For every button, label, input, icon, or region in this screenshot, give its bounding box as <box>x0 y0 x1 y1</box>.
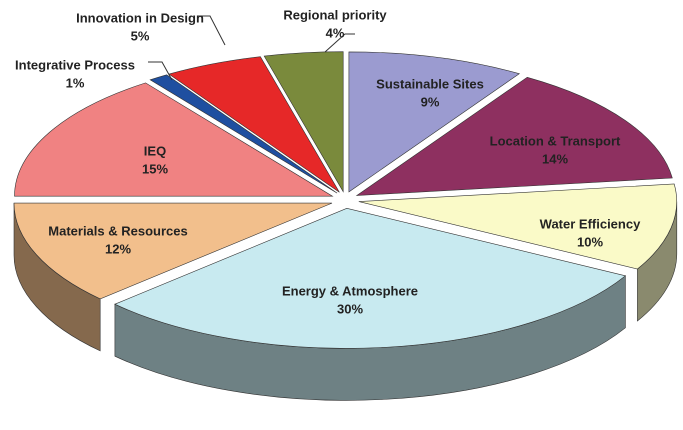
slice-label: Materials & Resources <box>48 223 187 238</box>
slice-value-label: 9% <box>421 94 440 109</box>
slice <box>355 76 673 196</box>
slice <box>348 51 520 193</box>
slice-value-label: 10% <box>577 234 603 249</box>
leader-line <box>324 33 355 53</box>
slice <box>149 74 338 194</box>
leader-line <box>148 61 173 81</box>
slice-value-label: 12% <box>105 241 131 256</box>
slice-label: Sustainable Sites <box>376 76 484 91</box>
slice-value-label: 1% <box>66 75 85 90</box>
slice-label: Regional priority <box>283 7 387 22</box>
slice-value-label: 5% <box>131 28 150 43</box>
slice-value-label: 15% <box>142 161 168 176</box>
slice-value-label: 30% <box>337 301 363 316</box>
slice <box>14 82 334 197</box>
leader-line <box>198 15 226 46</box>
slice-value-label: 14% <box>542 151 568 166</box>
slice <box>13 202 333 300</box>
slice-label: Innovation in Design <box>76 10 204 25</box>
slice-label: Energy & Atmosphere <box>282 283 418 298</box>
slice-value-label: 4% <box>326 25 345 40</box>
slice <box>358 183 678 270</box>
slice-label: Integrative Process <box>15 57 135 72</box>
slice-label: Water Efficiency <box>540 216 641 231</box>
slice <box>263 51 344 193</box>
slice-label: Location & Transport <box>490 133 621 148</box>
slice-label: IEQ <box>144 143 166 158</box>
slice <box>114 207 627 349</box>
